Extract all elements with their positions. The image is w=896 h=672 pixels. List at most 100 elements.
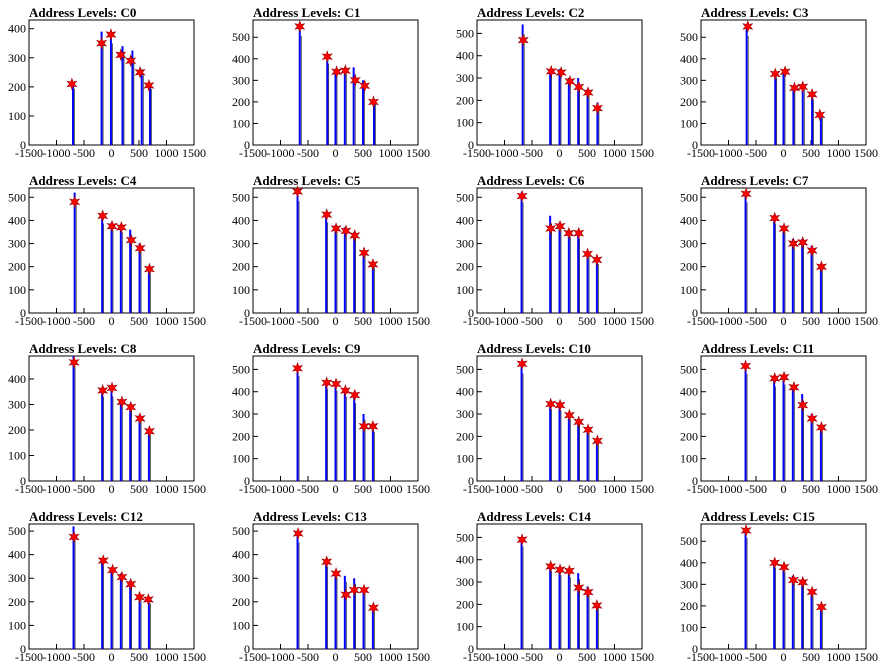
- x-tick-label: 500: [802, 482, 820, 496]
- chart-panel: Address Levels: C1 0 100 200 300 400 500 -1500-…: [224, 0, 448, 168]
- peak-marker: [359, 79, 371, 93]
- chart-panel: Address Levels: C0 0 100 200 300 400 -1500 -100…: [0, 0, 224, 168]
- x-tick-label: 1500: [406, 650, 430, 664]
- x-tick-label: -500: [521, 482, 543, 496]
- peak-marker: [367, 95, 379, 109]
- y-tick-label: 200: [456, 93, 474, 107]
- x-tick-label: 1000: [379, 146, 403, 160]
- chart-plot: 0 100 200 300 400 500 -1500 -1000 -500 0 500 1000 15…: [456, 19, 654, 160]
- y-tick-label: 500: [680, 190, 698, 204]
- peak-marker: [573, 415, 585, 429]
- peak-marker: [554, 398, 566, 412]
- peak-marker: [116, 395, 128, 409]
- peak-marker: [106, 381, 118, 395]
- x-tick-label: -500: [745, 482, 767, 496]
- y-tick-label: 0: [692, 642, 698, 656]
- y-tick-label: 400: [680, 52, 698, 66]
- peak-marker: [545, 64, 557, 78]
- x-tick-label: 1500: [630, 650, 654, 664]
- x-tick-label: 1500: [182, 650, 206, 664]
- chart-plot: 0 100 200 300 400 500 -1500 -1000 -500 0 500 1000 15…: [232, 19, 430, 160]
- x-tick-label: 1000: [155, 314, 179, 328]
- x-tick-label: -1000: [491, 314, 519, 328]
- y-tick-label: 200: [680, 599, 698, 613]
- peak-marker: [292, 527, 304, 540]
- peak-marker: [778, 370, 790, 384]
- x-tick-label: 0: [109, 146, 115, 160]
- peak-marker: [545, 222, 557, 235]
- peak-marker: [339, 384, 351, 398]
- y-tick-label: 400: [456, 213, 474, 227]
- peak-marker: [358, 246, 370, 260]
- x-tick-label: 500: [802, 314, 820, 328]
- x-tick-label: 1000: [603, 650, 627, 664]
- y-tick-label: 500: [456, 530, 474, 544]
- x-tick-label: -500: [521, 314, 543, 328]
- y-tick-label: 100: [8, 618, 26, 632]
- y-tick-label: 100: [680, 283, 698, 297]
- peak-marker: [573, 80, 585, 94]
- y-tick-label: 200: [456, 429, 474, 443]
- x-tick-label: 1500: [854, 146, 878, 160]
- x-tick-label: -1500: [239, 146, 267, 160]
- y-tick-label: 0: [20, 138, 26, 152]
- y-tick-label: 100: [232, 452, 250, 466]
- y-tick-label: 100: [232, 116, 250, 130]
- x-tick-label: -1000: [43, 650, 71, 664]
- peak-marker: [97, 209, 109, 223]
- peak-marker: [134, 65, 146, 79]
- chart-plot: 0 100 200 300 400 500 -1500 -1000 -500 0 500 1000 15…: [8, 523, 206, 664]
- chart-title: Address Levels: C4: [29, 173, 137, 188]
- y-tick-label: 300: [456, 575, 474, 589]
- y-tick-label: 0: [244, 306, 250, 320]
- y-tick-label: 200: [232, 260, 250, 274]
- y-tick-label: 100: [456, 620, 474, 634]
- x-tick-label: -1500: [15, 146, 43, 160]
- peak-marker: [321, 208, 333, 222]
- y-tick-label: 300: [456, 407, 474, 421]
- x-tick-label: -1500: [239, 314, 267, 328]
- peak-marker: [545, 397, 557, 411]
- y-tick-label: 500: [456, 26, 474, 40]
- peak-marker: [769, 211, 781, 225]
- y-tick-label: 400: [680, 556, 698, 570]
- x-tick-label: 0: [109, 650, 115, 664]
- y-tick-label: 500: [456, 190, 474, 204]
- chart-panel: Address Levels: C11 0 100 200 300 400 500 -1500…: [672, 336, 896, 504]
- chart-panel: Address Levels: C9 0 100 200 300 400 500 -1500-…: [224, 336, 448, 504]
- y-tick-label: 100: [232, 283, 250, 297]
- peak-marker: [115, 48, 127, 62]
- chart-plot: 0 100 200 300 400 500 -1500 -1000 -500 0 500 1000 15…: [232, 355, 430, 496]
- y-tick-label: 300: [232, 407, 250, 421]
- x-tick-label: 0: [781, 314, 787, 328]
- peak-marker: [68, 530, 80, 544]
- x-tick-label: -500: [73, 146, 95, 160]
- peak-marker: [142, 593, 154, 606]
- peak-marker: [787, 573, 799, 587]
- peak-marker: [797, 80, 809, 94]
- chart-title: Address Levels: C5: [253, 173, 361, 188]
- chart-title: Address Levels: C2: [477, 5, 585, 20]
- chart-plot: 0 100 200 300 400 500 -1500 -1000 -500 0 500 1000 15…: [232, 523, 430, 664]
- y-tick-label: 300: [456, 237, 474, 251]
- x-tick-label: 1500: [182, 482, 206, 496]
- peak-marker: [815, 600, 827, 614]
- x-tick-label: 0: [557, 650, 563, 664]
- peak-marker: [116, 570, 128, 584]
- peak-marker: [292, 185, 304, 198]
- x-tick-label: -1000: [491, 650, 519, 664]
- chart-title: Address Levels: C3: [701, 5, 809, 20]
- peak-marker: [134, 241, 146, 255]
- peak-marker: [340, 224, 352, 238]
- chart-plot: 0 100 200 300 400 500 -1500 -1000 -500 0 500 1000 15…: [680, 19, 878, 160]
- y-tick-label: 200: [680, 260, 698, 274]
- x-tick-label: 1500: [182, 146, 206, 160]
- x-tick-label: -1500: [687, 146, 715, 160]
- peak-marker: [788, 380, 800, 394]
- peak-marker: [563, 226, 575, 240]
- y-tick-label: 100: [680, 116, 698, 130]
- y-tick-label: 300: [232, 237, 250, 251]
- y-tick-label: 400: [456, 49, 474, 63]
- y-tick-label: 0: [468, 474, 474, 488]
